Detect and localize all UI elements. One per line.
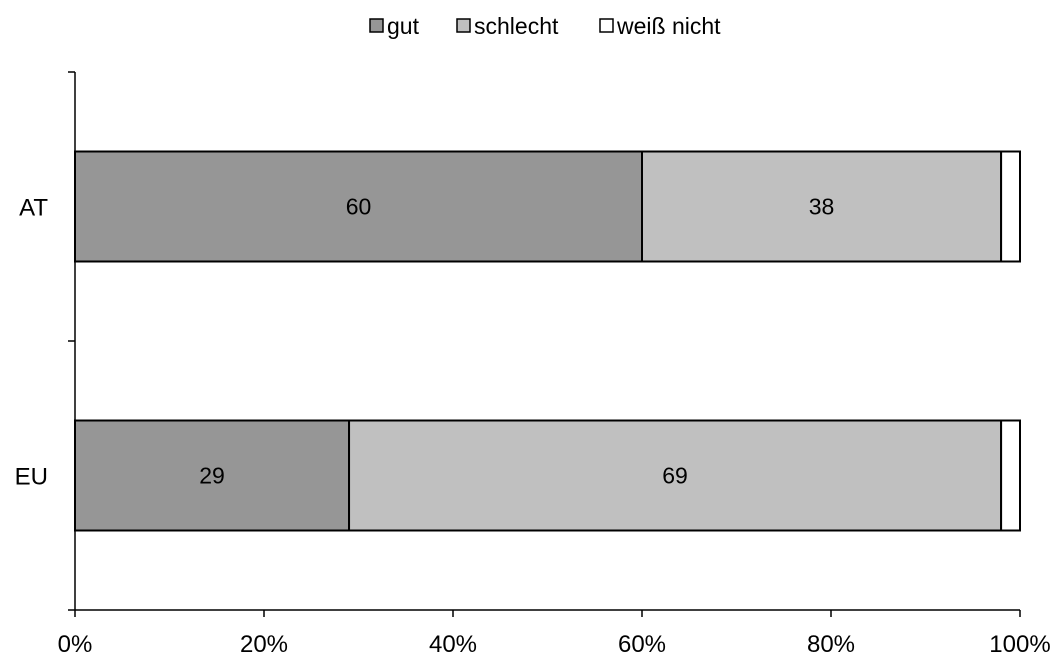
- legend-swatch-1: [456, 18, 471, 33]
- bar-eu-series-2: [1000, 419, 1021, 532]
- bar-eu-series-0: [74, 419, 351, 532]
- data-label-eu-series-1: 69: [662, 463, 688, 489]
- x-tick-label: 0%: [58, 631, 93, 658]
- legend-label-2: weiß nicht: [616, 13, 721, 39]
- category-label-eu: EU: [15, 464, 48, 491]
- legend-swatch-2: [599, 18, 614, 33]
- bar-at-series-2: [1000, 150, 1021, 263]
- axes-group: AT EU 0% 20% 40% 60% 80% 100%: [15, 71, 1051, 658]
- legend-label-0: gut: [387, 13, 420, 39]
- legend-swatch-0: [369, 18, 384, 33]
- category-label-at: AT: [19, 195, 48, 222]
- bar-at-series-0: [74, 150, 643, 263]
- legend: gut schlecht weiß nicht: [369, 13, 721, 39]
- data-label-eu-series-0: 29: [199, 463, 225, 489]
- x-tick-label: 40%: [429, 631, 477, 658]
- legend-label-1: schlecht: [474, 13, 559, 39]
- bars-group: 60 38 29 69: [74, 150, 1021, 532]
- x-tick-label: 60%: [618, 631, 666, 658]
- bar-at-series-1: [641, 150, 1003, 263]
- data-label-at-series-1: 38: [809, 194, 835, 220]
- data-label-at-series-0: 60: [346, 194, 372, 220]
- bar-eu-series-1: [348, 419, 1003, 532]
- x-tick-label: 80%: [807, 631, 855, 658]
- x-tick-label: 100%: [989, 631, 1050, 658]
- x-tick-label: 20%: [240, 631, 288, 658]
